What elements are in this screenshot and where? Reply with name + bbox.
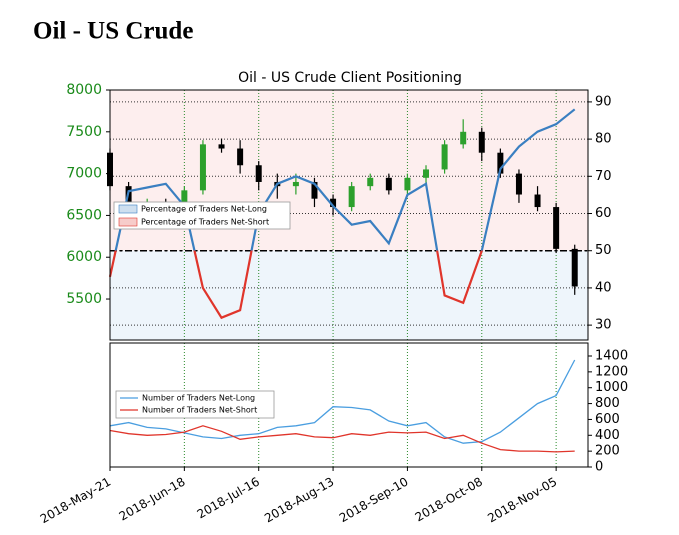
y2-tick-label: 400 [595,428,620,443]
candle-body [199,144,206,191]
y2-tick-label: 600 [595,412,620,427]
y2-tick-label: 30 [595,318,612,333]
candle-body [255,165,262,182]
candle-body [404,177,411,191]
candle-body [367,177,374,187]
y2-tick-label: 60 [595,206,612,221]
y-tick-label: 6500 [66,207,102,223]
plot-frame [109,89,589,341]
candle-body [292,181,299,187]
y-tick-label: 5500 [66,291,102,307]
candle-body [237,148,244,166]
candle-body [571,248,578,287]
series-line [109,359,576,444]
candle-body [423,169,430,178]
page-title: Oil - US Crude [33,18,193,45]
chart-title: Oil - US Crude Client Positioning [238,70,462,86]
y2-tick-label: 0 [595,460,603,475]
candle-body [311,181,318,199]
legend: Percentage of Traders Net-Long Percentage… [113,201,291,230]
y2-tick-label: 40 [595,280,612,295]
y-tick-label: 7500 [66,124,102,140]
y2-tick-label: 80 [595,132,612,147]
legend-label: Percentage of Traders Net-Long [141,205,267,214]
y-tick-label: 8000 [66,82,102,98]
y2-tick-label: 1200 [595,364,628,379]
legend-box [115,390,275,419]
candle-body [385,177,392,191]
y2-tick-label: 50 [595,243,612,258]
series-line [109,425,575,453]
candle-body [330,198,337,208]
candle-body [218,144,225,149]
y2-tick-label: 70 [595,169,612,184]
legend-swatch [118,217,138,227]
y2-tick-label: 200 [595,444,620,459]
candle-body [515,173,522,195]
candle-body [534,194,541,208]
candle-body [478,131,485,153]
candle-body [460,131,467,145]
legend: Number of Traders Net-Long Number of Trad… [115,390,275,419]
legend-label: Percentage of Traders Net-Short [141,218,269,227]
legend-swatch [118,204,138,214]
y-tick-label: 6000 [66,249,102,265]
candle-body [497,152,504,174]
y2-tick-label: 90 [595,94,612,109]
y2-tick-label: 800 [595,396,620,411]
candle-body [125,186,132,212]
legend-box [113,201,291,230]
bg-lower [110,250,588,340]
plot-frame [109,342,589,468]
candle-body [348,186,355,208]
y2-tick-label: 1000 [595,380,628,395]
legend-label: Number of Traders Net-Short [142,406,257,415]
y-tick-label: 7000 [66,166,102,182]
y2-tick-label: 1400 [595,349,628,364]
legend-label: Number of Traders Net-Long [142,394,255,403]
candle-body [441,144,448,170]
candle-body [553,207,560,249]
